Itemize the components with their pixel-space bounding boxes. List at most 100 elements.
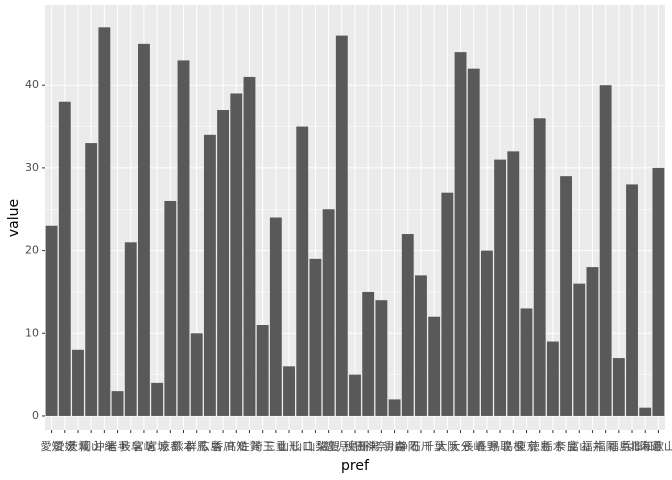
bar xyxy=(599,85,612,416)
x-tick-label: 高知 xyxy=(225,439,247,453)
x-tick-label: 静岡 xyxy=(397,439,419,453)
y-tick-label: 40 xyxy=(25,78,39,91)
bar xyxy=(283,366,295,416)
x-tick-label: 岐阜 xyxy=(120,440,142,453)
x-tick-label: 岡山 xyxy=(80,440,102,453)
y-tick-label: 0 xyxy=(32,409,39,422)
bar xyxy=(586,267,599,416)
bar xyxy=(401,234,414,416)
x-tick-label: 青森 xyxy=(384,439,406,453)
x-tick-label: 埼玉 xyxy=(252,439,274,453)
bar xyxy=(58,101,71,416)
x-tick-label: 山形 xyxy=(278,440,300,453)
x-tick-label: 熊本 xyxy=(173,439,195,453)
x-tick-label: 長野 xyxy=(476,440,498,453)
x-tick-label: 鳥取 xyxy=(489,439,511,453)
bar xyxy=(415,275,427,416)
bar xyxy=(309,258,322,416)
x-tick-label: 北海道 xyxy=(629,439,662,453)
x-tick-label: 愛媛 xyxy=(54,439,76,453)
bar xyxy=(467,68,480,416)
bar xyxy=(124,242,137,416)
x-tick-label: 秋田 xyxy=(344,439,366,453)
x-tick-label: 兵庫 xyxy=(621,439,643,453)
x-tick-label: 山梨 xyxy=(304,439,326,453)
bar xyxy=(375,300,388,416)
x-tick-label: 富山 xyxy=(568,439,590,453)
x-tick-label: 佐賀 xyxy=(238,439,260,453)
bar xyxy=(98,27,111,416)
x-tick-label: 長崎 xyxy=(463,439,485,453)
y-tick-label: 30 xyxy=(25,161,39,174)
x-tick-label: 茨城 xyxy=(67,439,89,453)
bar xyxy=(111,391,124,416)
x-tick-label: 岩手 xyxy=(107,439,129,453)
bar xyxy=(626,184,638,416)
x-tick-label: 福島 xyxy=(608,439,630,453)
x-tick-label: 和歌山 xyxy=(642,439,672,453)
bar xyxy=(72,349,84,416)
x-tick-label: 大分 xyxy=(450,439,472,453)
bar xyxy=(639,407,652,416)
bar xyxy=(151,382,164,416)
x-tick-label: 広島 xyxy=(199,439,221,453)
x-tick-label: 山口 xyxy=(291,440,313,453)
bar xyxy=(349,374,361,416)
x-tick-label: 京都 xyxy=(159,439,181,453)
bar xyxy=(45,225,58,416)
bar xyxy=(494,159,507,416)
bar xyxy=(388,399,401,416)
x-tick-label: 千葉 xyxy=(423,439,445,453)
x-tick-label: 福岡 xyxy=(595,439,617,453)
x-tick-label: 大阪 xyxy=(436,439,458,453)
x-tick-label: 群馬 xyxy=(186,439,208,453)
x-tick-label: 香川 xyxy=(212,440,234,453)
bar xyxy=(335,35,348,416)
x-tick-label: 石川 xyxy=(410,440,432,453)
bar xyxy=(269,217,282,416)
bar xyxy=(203,134,216,416)
x-tick-label: 沖縄 xyxy=(93,439,115,453)
bar xyxy=(177,60,190,416)
y-tick-label: 10 xyxy=(25,326,39,339)
bar xyxy=(507,151,520,416)
bar xyxy=(296,126,309,416)
x-tick-label: 宮崎 xyxy=(133,439,155,453)
x-tick-label: 新潟 xyxy=(357,439,379,453)
y-axis-title: value xyxy=(6,199,22,237)
y-tick-label: 20 xyxy=(25,244,39,257)
x-tick-label: 島根 xyxy=(502,439,524,453)
x-tick-label: 東京 xyxy=(515,439,537,453)
bar xyxy=(573,283,586,416)
bar xyxy=(322,209,335,416)
x-tick-label: 愛知 xyxy=(41,439,63,453)
bar xyxy=(428,316,441,416)
x-tick-label: 滋賀 xyxy=(318,440,340,453)
x-tick-label: 三重 xyxy=(265,439,287,453)
x-tick-label: 栃木 xyxy=(542,439,564,453)
bar xyxy=(230,93,243,416)
bar xyxy=(480,250,493,416)
bar xyxy=(138,43,150,416)
bar xyxy=(164,200,177,416)
bar xyxy=(520,308,533,416)
bar xyxy=(441,192,454,416)
bar xyxy=(612,358,625,416)
bar xyxy=(652,167,665,416)
bar xyxy=(217,110,230,416)
x-axis-title: pref xyxy=(341,458,370,474)
bar xyxy=(243,76,256,416)
bar xyxy=(454,52,467,416)
x-tick-label: 宮城 xyxy=(146,439,168,453)
bar xyxy=(546,341,559,416)
bar xyxy=(85,143,98,416)
x-tick-label: 鹿児島 xyxy=(325,439,358,453)
x-tick-label: 徳島 xyxy=(529,439,551,453)
bar xyxy=(560,176,572,416)
bar xyxy=(190,333,203,416)
x-tick-label: 神奈川 xyxy=(365,439,398,453)
x-tick-label: 福井 xyxy=(581,439,603,453)
bar xyxy=(362,291,375,416)
